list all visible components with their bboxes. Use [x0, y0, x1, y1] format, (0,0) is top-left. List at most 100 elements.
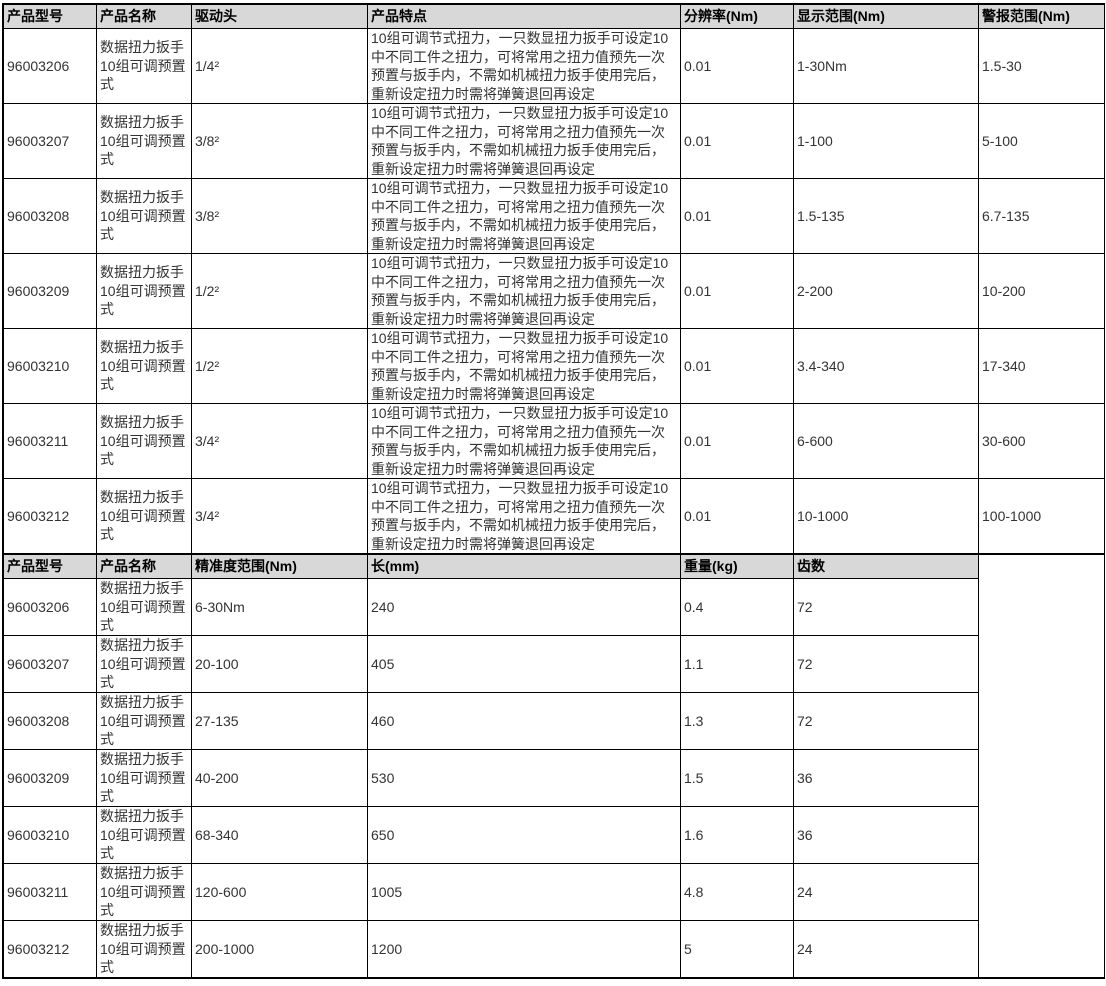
cell-product-name: 数据扭力扳手10组可调预置式 [96, 749, 192, 807]
cell-product-name: 数据扭力扳手10组可调预置式 [96, 103, 192, 179]
cell-resolution: 0.01 [680, 403, 794, 479]
feature-table-row: 96003207 数据扭力扳手10组可调预置式 3/8² 10组可调节式扭力，一… [3, 103, 1105, 179]
cell-product-name: 数据扭力扳手10组可调预置式 [96, 328, 192, 404]
cell-alarm-range: 1.5-30 [978, 28, 1105, 104]
cell-teeth-count: 72 [793, 635, 979, 693]
spec-table-body: 产品型号 产品名称 精准度范围(Nm) 长(mm) 重量(kg) 齿数 9600… [3, 554, 1105, 978]
header-display-range: 显示范围(Nm) [793, 4, 979, 29]
cell-product-model: 96003211 [3, 403, 97, 479]
header-alarm-range: 警报范围(Nm) [978, 4, 1105, 29]
torque-wrench-feature-table: 产品型号 产品名称 驱动头 产品特点 分辨率(Nm) 显示范围(Nm) 警报范围… [3, 4, 1105, 554]
cell-product-name: 数据扭力扳手10组可调预置式 [96, 28, 192, 104]
cell-accuracy-range: 20-100 [191, 635, 368, 693]
cell-display-range: 1.5-135 [793, 178, 979, 254]
header-resolution: 分辨率(Nm) [680, 4, 794, 29]
cell-accuracy-range: 68-340 [191, 806, 368, 864]
spec-table-row: 96003210 数据扭力扳手10组可调预置式 68-340 650 1.6 3… [3, 806, 1105, 864]
cell-product-model: 96003206 [3, 28, 97, 104]
feature-table-row: 96003210 数据扭力扳手10组可调预置式 1/2² 10组可调节式扭力，一… [3, 328, 1105, 404]
cell-product-name: 数据扭力扳手10组可调预置式 [96, 692, 192, 750]
header-weight: 重量(kg) [680, 554, 794, 579]
header-teeth-count: 齿数 [793, 554, 979, 579]
cell-product-model: 96003211 [3, 863, 97, 921]
cell-alarm-range: 30-600 [978, 403, 1105, 479]
cell-accuracy-range: 6-30Nm [191, 578, 368, 636]
cell-teeth-count: 24 [793, 920, 979, 978]
cell-product-model: 96003210 [3, 328, 97, 404]
cell-length: 530 [367, 749, 681, 807]
cell-product-features: 10组可调节式扭力，一只数显扭力扳手可设定10中不同工件之扭力，可将常用之扭力值… [367, 328, 681, 404]
cell-drive-head: 3/4² [191, 478, 368, 554]
cell-product-features: 10组可调节式扭力，一只数显扭力扳手可设定10中不同工件之扭力，可将常用之扭力值… [367, 478, 681, 554]
cell-display-range: 6-600 [793, 403, 979, 479]
feature-table-row: 96003212 数据扭力扳手10组可调预置式 3/4² 10组可调节式扭力，一… [3, 478, 1105, 554]
cell-product-model: 96003206 [3, 578, 97, 636]
cell-product-model: 96003210 [3, 806, 97, 864]
empty-column [978, 554, 1105, 978]
cell-alarm-range: 100-1000 [978, 478, 1105, 554]
cell-teeth-count: 24 [793, 863, 979, 921]
cell-length: 650 [367, 806, 681, 864]
cell-alarm-range: 6.7-135 [978, 178, 1105, 254]
cell-product-model: 96003208 [3, 692, 97, 750]
header-product-name: 产品名称 [96, 4, 192, 29]
cell-product-name: 数据扭力扳手10组可调预置式 [96, 863, 192, 921]
header-drive-head: 驱动头 [191, 4, 368, 29]
cell-teeth-count: 36 [793, 806, 979, 864]
cell-accuracy-range: 200-1000 [191, 920, 368, 978]
cell-resolution: 0.01 [680, 478, 794, 554]
cell-alarm-range: 10-200 [978, 253, 1105, 329]
cell-resolution: 0.01 [680, 178, 794, 254]
cell-teeth-count: 72 [793, 692, 979, 750]
cell-alarm-range: 5-100 [978, 103, 1105, 179]
cell-product-model: 96003207 [3, 103, 97, 179]
cell-product-model: 96003207 [3, 635, 97, 693]
cell-teeth-count: 72 [793, 578, 979, 636]
cell-drive-head: 1/2² [191, 253, 368, 329]
cell-product-model: 96003212 [3, 478, 97, 554]
header-length: 长(mm) [367, 554, 681, 579]
cell-product-features: 10组可调节式扭力，一只数显扭力扳手可设定10中不同工件之扭力，可将常用之扭力值… [367, 28, 681, 104]
cell-drive-head: 3/8² [191, 178, 368, 254]
spec-table-header-row: 产品型号 产品名称 精准度范围(Nm) 长(mm) 重量(kg) 齿数 [3, 554, 1105, 978]
cell-product-model: 96003209 [3, 749, 97, 807]
cell-drive-head: 3/8² [191, 103, 368, 179]
cell-weight: 0.4 [680, 578, 794, 636]
cell-alarm-range: 17-340 [978, 328, 1105, 404]
cell-drive-head: 1/4² [191, 28, 368, 104]
header-product-model: 产品型号 [3, 4, 97, 29]
cell-drive-head: 1/2² [191, 328, 368, 404]
spec-table-row: 96003212 数据扭力扳手10组可调预置式 200-1000 1200 5 … [3, 920, 1105, 978]
cell-product-model: 96003209 [3, 253, 97, 329]
cell-length: 460 [367, 692, 681, 750]
cell-product-name: 数据扭力扳手10组可调预置式 [96, 253, 192, 329]
product-spec-sheet: 产品型号 产品名称 驱动头 产品特点 分辨率(Nm) 显示范围(Nm) 警报范围… [2, 3, 1105, 979]
cell-product-name: 数据扭力扳手10组可调预置式 [96, 578, 192, 636]
feature-table-header-row: 产品型号 产品名称 驱动头 产品特点 分辨率(Nm) 显示范围(Nm) 警报范围… [3, 4, 1105, 29]
cell-teeth-count: 36 [793, 749, 979, 807]
cell-product-name: 数据扭力扳手10组可调预置式 [96, 920, 192, 978]
cell-weight: 1.5 [680, 749, 794, 807]
spec-table-row: 96003208 数据扭力扳手10组可调预置式 27-135 460 1.3 7… [3, 692, 1105, 750]
cell-product-name: 数据扭力扳手10组可调预置式 [96, 403, 192, 479]
cell-product-model: 96003212 [3, 920, 97, 978]
spec-table-row: 96003211 数据扭力扳手10组可调预置式 120-600 1005 4.8… [3, 863, 1105, 921]
cell-weight: 5 [680, 920, 794, 978]
cell-product-name: 数据扭力扳手10组可调预置式 [96, 178, 192, 254]
cell-drive-head: 3/4² [191, 403, 368, 479]
cell-display-range: 1-30Nm [793, 28, 979, 104]
cell-weight: 1.1 [680, 635, 794, 693]
feature-table-body: 产品型号 产品名称 驱动头 产品特点 分辨率(Nm) 显示范围(Nm) 警报范围… [3, 4, 1105, 554]
cell-length: 1200 [367, 920, 681, 978]
cell-resolution: 0.01 [680, 328, 794, 404]
cell-length: 1005 [367, 863, 681, 921]
cell-length: 405 [367, 635, 681, 693]
header-product-model: 产品型号 [3, 554, 97, 579]
cell-resolution: 0.01 [680, 103, 794, 179]
cell-display-range: 1-100 [793, 103, 979, 179]
cell-display-range: 2-200 [793, 253, 979, 329]
feature-table-row: 96003208 数据扭力扳手10组可调预置式 3/8² 10组可调节式扭力，一… [3, 178, 1105, 254]
feature-table-row: 96003209 数据扭力扳手10组可调预置式 1/2² 10组可调节式扭力，一… [3, 253, 1105, 329]
cell-weight: 4.8 [680, 863, 794, 921]
header-product-features: 产品特点 [367, 4, 681, 29]
